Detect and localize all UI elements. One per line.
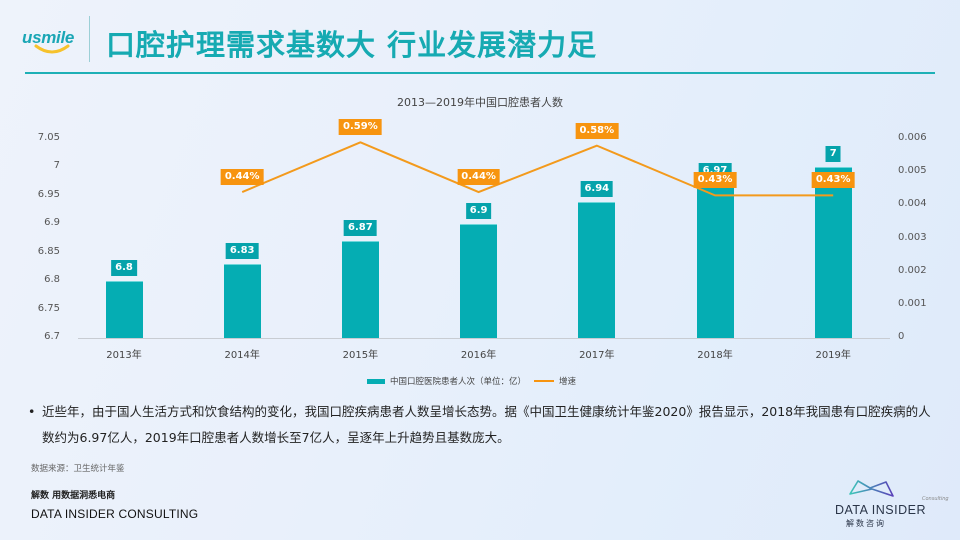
rate-value-label: 0.59%: [339, 119, 382, 136]
bar-value-label: 6.9: [465, 203, 492, 220]
page-title: 口腔护理需求基数大 行业发展潜力足: [106, 28, 598, 62]
logo-text: usmile: [22, 28, 75, 47]
bar-value-label: 7: [825, 146, 841, 163]
left-y-tick: 6.85: [37, 245, 60, 257]
bar-value-label: 6.87: [344, 220, 377, 237]
x-axis-line: [78, 338, 890, 339]
title-underline: [25, 72, 935, 74]
legend-line-label: 增速: [559, 377, 577, 387]
bar-value-label: 6.94: [580, 180, 614, 197]
smile-icon: [34, 44, 70, 54]
bar: [696, 184, 734, 338]
logo-name: DATA INSIDER: [835, 503, 926, 517]
combo-chart: 2013—2019年中国口腔患者人数 7.05 7 6.95 6.9 6.85 6.8 6.…: [0, 85, 960, 395]
left-y-tick: 6.7: [44, 331, 60, 342]
right-y-tick: 0.003: [898, 231, 927, 243]
header: usmile 口腔护理需求基数大 行业发展潜力足: [0, 0, 960, 80]
x-tick: 2016年: [460, 350, 497, 361]
bullet-icon: •: [28, 404, 36, 419]
bar-value-label: 6.8: [111, 260, 137, 277]
bowtie-logo-icon: [849, 480, 894, 497]
bar: [460, 224, 498, 338]
chart-title: 2013—2019年中国口腔患者人数: [397, 96, 563, 109]
logo-consulting: Consulting: [922, 496, 949, 502]
bar-value-label: 6.83: [225, 243, 259, 260]
legend-bar-swatch: [367, 378, 385, 384]
left-y-tick: 6.9: [44, 217, 60, 229]
rate-value-label: 0.44%: [457, 169, 500, 186]
left-y-tick: 6.8: [44, 274, 60, 286]
footer-tagline: 解数 用数据洞悉电商: [31, 491, 116, 501]
bar: [223, 264, 261, 338]
right-y-tick: 0.005: [898, 165, 927, 177]
header-divider: [89, 16, 90, 62]
bar: [341, 241, 379, 338]
bar: [814, 167, 852, 338]
bar: [105, 281, 143, 338]
legend-line-swatch: [534, 380, 555, 382]
x-tick: 2019年: [815, 350, 851, 361]
footer-company: DATA INSIDER CONSULTING: [31, 507, 199, 521]
logo-cn: 解数咨询: [846, 519, 886, 528]
right-y-tick: 0.002: [898, 264, 927, 276]
left-y-tick: 7: [53, 160, 60, 172]
left-y-tick: 7.05: [37, 132, 60, 143]
left-y-tick: 6.75: [37, 302, 60, 314]
x-tick: 2017年: [579, 350, 615, 361]
data-source: 数据来源：卫生统计年鉴: [31, 464, 125, 474]
rate-value-label: 0.58%: [575, 122, 619, 139]
chart-legend: 中国口腔医院患者人次（单位：亿） 增速: [367, 373, 576, 389]
x-tick: 2013年: [106, 350, 142, 361]
data-insider-logo: Consulting DATA INSIDER 解数咨询: [835, 478, 949, 530]
right-y-tick: 0.004: [898, 198, 927, 210]
x-tick: 2018年: [697, 350, 733, 361]
left-y-tick: 6.95: [37, 188, 60, 200]
right-y-tick: 0: [898, 331, 905, 342]
x-tick: 2014年: [224, 350, 260, 361]
usmile-logo: usmile: [22, 28, 86, 62]
rate-value-label: 0.43%: [811, 172, 855, 189]
right-y-tick: 0.006: [898, 132, 927, 143]
legend-bar-label: 中国口腔医院患者人次（单位：亿）: [390, 377, 527, 387]
right-y-tick: 0.001: [898, 297, 927, 309]
rate-value-label: 0.44%: [220, 169, 264, 186]
rate-value-label: 0.43%: [693, 172, 737, 189]
bar: [578, 201, 616, 338]
paragraph-text: 近些年，由于国人生活方式和饮食结构的变化，我国口腔疾病患者人数呈增长态势。据《中…: [42, 404, 931, 445]
body-paragraph: • 近些年，由于国人生活方式和饮食结构的变化，我国口腔疾病患者人数呈增长态势。据…: [28, 399, 932, 451]
x-tick: 2015年: [342, 350, 379, 361]
